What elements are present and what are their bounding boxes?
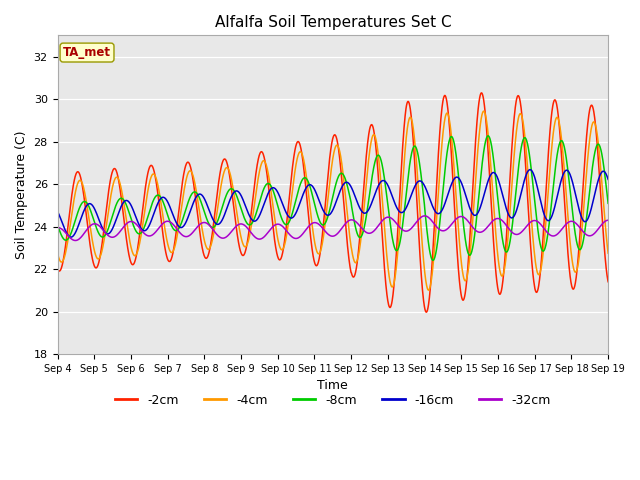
- -4cm: [321, 220, 329, 226]
- -8cm: [589, 163, 596, 168]
- -2cm: [488, 208, 495, 214]
- -2cm: [422, 309, 430, 315]
- Line: -2cm: -2cm: [58, 93, 608, 312]
- -32cm: [604, 217, 612, 223]
- -2cm: [477, 90, 485, 96]
- -8cm: [589, 165, 596, 170]
- -8cm: [307, 186, 314, 192]
- Title: Alfalfa Soil Temperatures Set C: Alfalfa Soil Temperatures Set C: [214, 15, 451, 30]
- -8cm: [484, 133, 492, 139]
- -4cm: [589, 120, 596, 126]
- Line: -32cm: -32cm: [58, 216, 608, 240]
- -2cm: [307, 234, 314, 240]
- Line: -8cm: -8cm: [58, 136, 608, 260]
- -16cm: [589, 200, 596, 205]
- X-axis label: Time: Time: [317, 379, 348, 393]
- -4cm: [480, 108, 488, 114]
- -8cm: [429, 257, 436, 263]
- Line: -4cm: -4cm: [58, 111, 608, 290]
- -4cm: [307, 210, 314, 216]
- -16cm: [488, 171, 495, 177]
- -8cm: [488, 143, 495, 149]
- -4cm: [604, 251, 612, 256]
- Text: TA_met: TA_met: [63, 46, 111, 59]
- -32cm: [72, 238, 79, 243]
- -32cm: [322, 229, 330, 235]
- -8cm: [321, 220, 329, 226]
- -32cm: [307, 221, 315, 227]
- -32cm: [82, 228, 90, 234]
- -4cm: [589, 121, 596, 127]
- -8cm: [54, 222, 61, 228]
- Line: -16cm: -16cm: [58, 169, 608, 237]
- -16cm: [589, 201, 596, 207]
- -32cm: [421, 213, 429, 219]
- -16cm: [307, 182, 315, 188]
- -4cm: [54, 251, 61, 256]
- -4cm: [488, 174, 495, 180]
- -32cm: [54, 225, 61, 230]
- -4cm: [82, 194, 90, 200]
- -8cm: [604, 201, 612, 206]
- Legend: -2cm, -4cm, -8cm, -16cm, -32cm: -2cm, -4cm, -8cm, -16cm, -32cm: [110, 389, 556, 412]
- -16cm: [322, 211, 330, 217]
- -2cm: [54, 266, 61, 272]
- -16cm: [82, 204, 90, 210]
- -2cm: [589, 103, 596, 109]
- -16cm: [54, 209, 61, 215]
- -32cm: [589, 232, 596, 238]
- -2cm: [589, 104, 596, 110]
- -2cm: [604, 279, 612, 285]
- Y-axis label: Soil Temperature (C): Soil Temperature (C): [15, 131, 28, 259]
- -16cm: [604, 177, 612, 182]
- -2cm: [321, 202, 329, 207]
- -8cm: [82, 199, 90, 204]
- -4cm: [425, 287, 433, 293]
- -32cm: [488, 219, 495, 225]
- -16cm: [67, 234, 75, 240]
- -16cm: [526, 167, 534, 172]
- -2cm: [82, 206, 90, 212]
- -32cm: [589, 232, 596, 238]
